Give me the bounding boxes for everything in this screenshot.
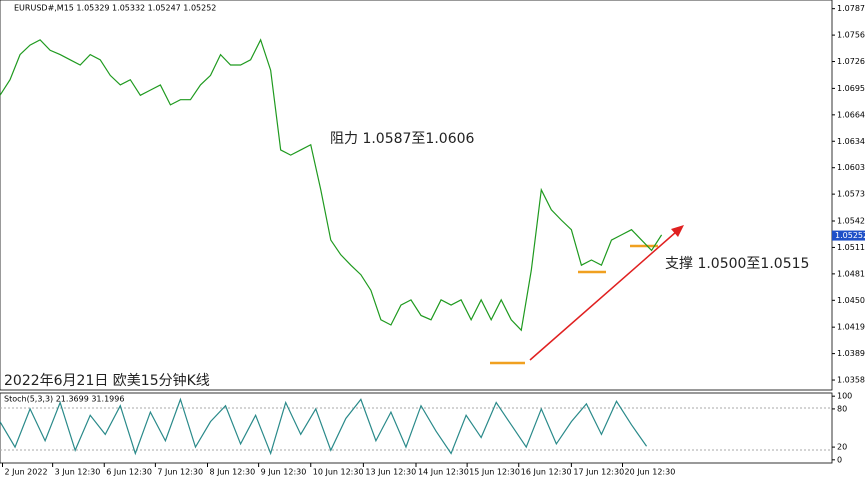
x-tick-label: 10 Jun 12:30: [313, 468, 364, 477]
x-tick-label: 13 Jun 12:30: [365, 468, 416, 477]
y-tick-label: 1.06645: [837, 110, 865, 119]
y-tick-label: 20: [837, 443, 847, 452]
y-tick-label: 1.03585: [837, 376, 865, 385]
y-tick-label: 100: [837, 392, 852, 401]
x-tick-label: 9 Jun 12:30: [261, 468, 307, 477]
main-panel: [0, 0, 833, 391]
x-tick-label: 8 Jun 12:30: [209, 468, 255, 477]
y-tick-label: 1.05730: [837, 190, 865, 199]
y-tick-label: 1.05115: [837, 243, 865, 252]
annotation: 支撑 1.0500至1.0515: [665, 256, 809, 272]
y-tick-label: 1.06340: [837, 137, 865, 146]
x-tick-label: 15 Jun 12:30: [469, 468, 520, 477]
x-tick-label: 2 Jun 2022: [5, 468, 48, 477]
annotation: 2022年6月21日 欧美15分钟K线: [4, 372, 210, 389]
x-tick-label: 17 Jun 12:30: [573, 468, 624, 477]
y-tick-label: 1.05420: [837, 217, 865, 226]
price-line: [0, 397, 648, 456]
y-tick-label: 1.07870: [837, 4, 865, 13]
trend-arrow: [529, 231, 677, 361]
annotation: 阻力 1.0587至1.0606: [330, 131, 475, 147]
y-tick-label: 1.04810: [837, 269, 865, 278]
x-tick-label: 20 Jun 12:30: [624, 468, 675, 477]
stoch-panel: [0, 392, 833, 464]
y-tick-label: 1.04195: [837, 323, 865, 332]
price-line: [0, 38, 663, 332]
x-tick-label: 16 Jun 12:30: [521, 468, 572, 477]
x-tick-label: 6 Jun 12:30: [106, 468, 152, 477]
last-price-label: 1.05252: [835, 231, 865, 240]
x-tick-label: 14 Jun 12:30: [418, 468, 469, 477]
y-tick-label: 1.03890: [837, 349, 865, 358]
y-tick-label: 1.04505: [837, 296, 865, 305]
x-tick-label: 3 Jun 12:30: [55, 468, 101, 477]
chart-title: EURUSD#,M15 1.05329 1.05332 1.05247 1.05…: [14, 4, 216, 13]
y-tick-label: 1.07260: [837, 57, 865, 66]
last-price-box: [832, 230, 865, 241]
arrow-head: [671, 225, 684, 237]
y-tick-label: 0: [837, 455, 842, 464]
chart-title: Stoch(5,3,3) 21.3699 31.1996: [4, 395, 124, 404]
y-tick-label: 1.06950: [837, 84, 865, 93]
y-tick-label: 80: [837, 404, 847, 413]
y-tick-label: 1.07565: [837, 31, 865, 40]
x-tick-label: 7 Jun 12:30: [157, 468, 203, 477]
y-tick-label: 1.06035: [837, 163, 865, 172]
